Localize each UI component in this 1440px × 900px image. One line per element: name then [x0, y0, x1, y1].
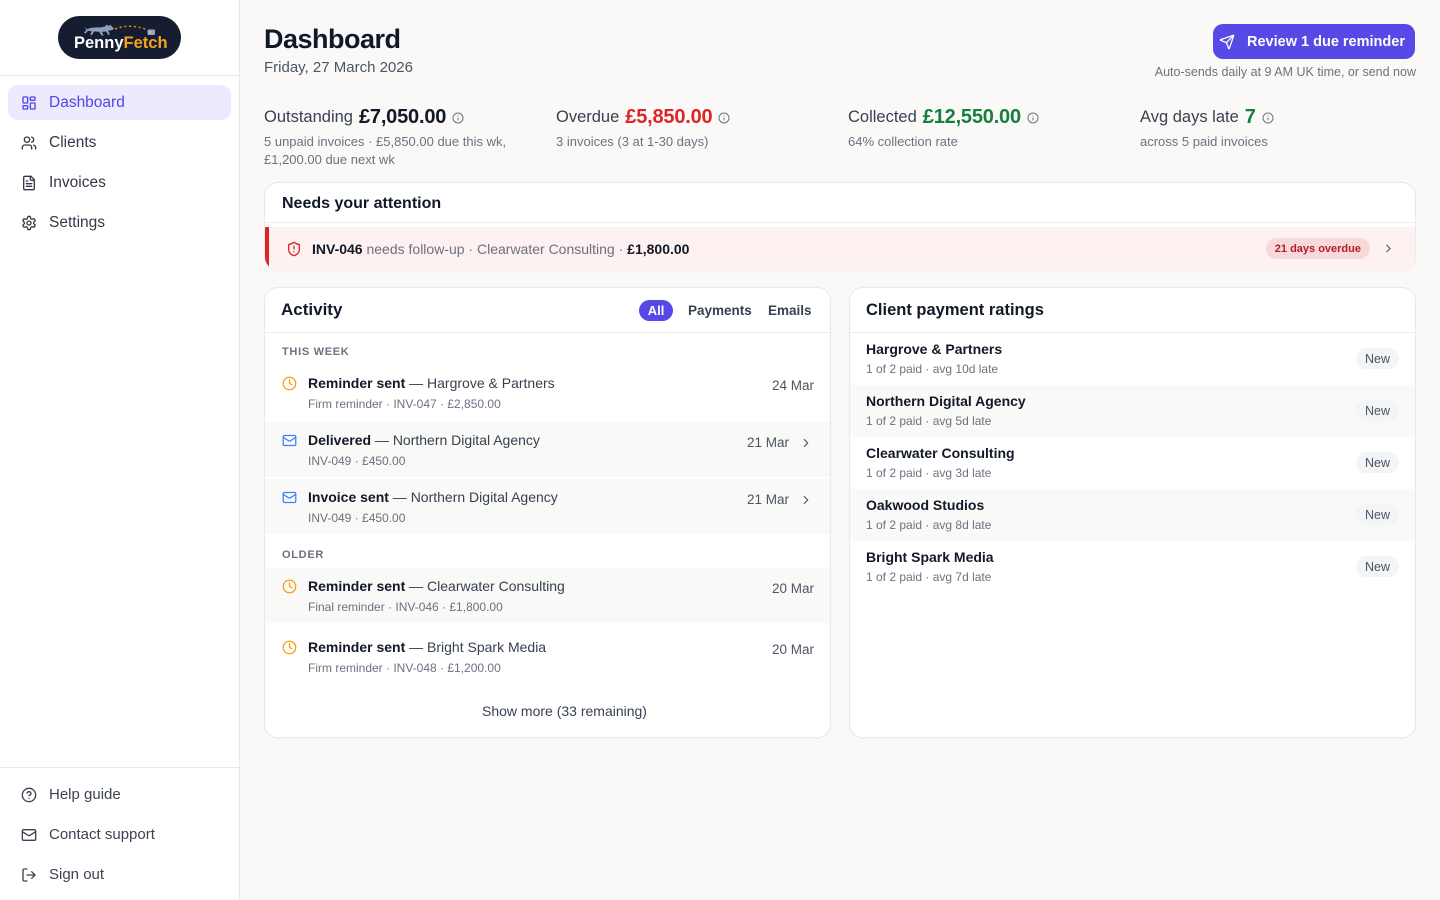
svg-text:PennyFetch: PennyFetch — [74, 34, 168, 52]
